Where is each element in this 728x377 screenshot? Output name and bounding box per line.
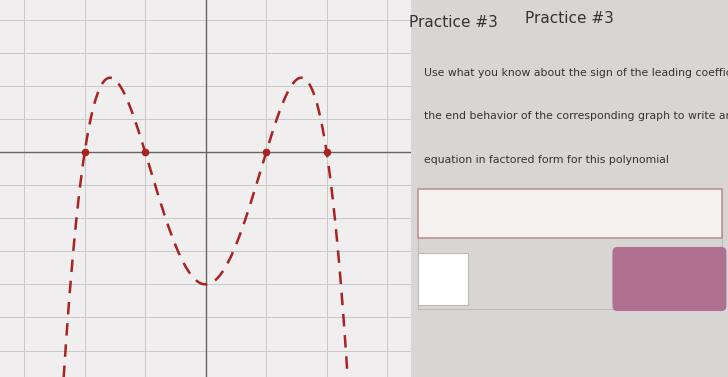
FancyBboxPatch shape bbox=[418, 188, 721, 238]
Text: Practice #3: Practice #3 bbox=[409, 15, 498, 30]
Text: ⌨: ⌨ bbox=[435, 274, 451, 284]
Text: equation in factored form for this polynomial: equation in factored form for this polyn… bbox=[424, 155, 669, 165]
Text: the end behavior of the corresponding graph to write an: the end behavior of the corresponding gr… bbox=[424, 111, 728, 121]
Text: Practice #3: Practice #3 bbox=[525, 11, 614, 26]
FancyBboxPatch shape bbox=[612, 247, 727, 311]
FancyBboxPatch shape bbox=[418, 253, 468, 305]
Text: Use what you know about the sign of the leading coefficient and: Use what you know about the sign of the … bbox=[424, 68, 728, 78]
Text: Submit: Submit bbox=[647, 273, 692, 285]
